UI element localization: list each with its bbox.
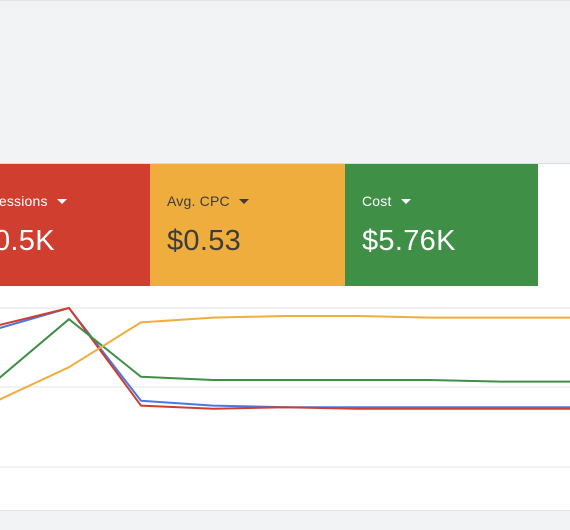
scorecard-cost-label[interactable]: Cost (362, 193, 411, 209)
header-edge (0, 0, 570, 1)
performance-line-chart (0, 307, 570, 468)
scorecard-impressions-label-text: ressions (0, 193, 48, 209)
series-line-1 (0, 307, 570, 410)
footer-divider (0, 510, 570, 511)
panel-divider (0, 163, 570, 164)
scorecard-impressions-label[interactable]: ressions (0, 193, 67, 209)
scorecard-cost-value: $5.76K (362, 225, 456, 257)
caret-down-icon[interactable] (56, 199, 67, 204)
scorecard-impressions[interactable]: ressions 0.5K (0, 164, 150, 286)
series-line-2 (0, 318, 570, 383)
scorecard-avg-cpc-label-text: Avg. CPC (167, 193, 230, 209)
chart-gridlines (0, 307, 570, 468)
footer-strip (0, 510, 570, 530)
scorecard-cost[interactable]: Cost $5.76K (345, 164, 538, 286)
caret-down-icon[interactable] (238, 199, 249, 204)
scorecard-avg-cpc-value: $0.53 (167, 225, 242, 257)
scorecard-impressions-value: 0.5K (0, 225, 55, 257)
scorecard-avg-cpc[interactable]: Avg. CPC $0.53 (150, 164, 345, 286)
scorecard-avg-cpc-label[interactable]: Avg. CPC (167, 193, 249, 209)
series-line-3 (0, 315, 570, 401)
chart-series (0, 307, 570, 410)
header-area (0, 0, 570, 163)
scorecard-cost-label-text: Cost (362, 193, 392, 209)
caret-down-icon[interactable] (400, 199, 411, 204)
